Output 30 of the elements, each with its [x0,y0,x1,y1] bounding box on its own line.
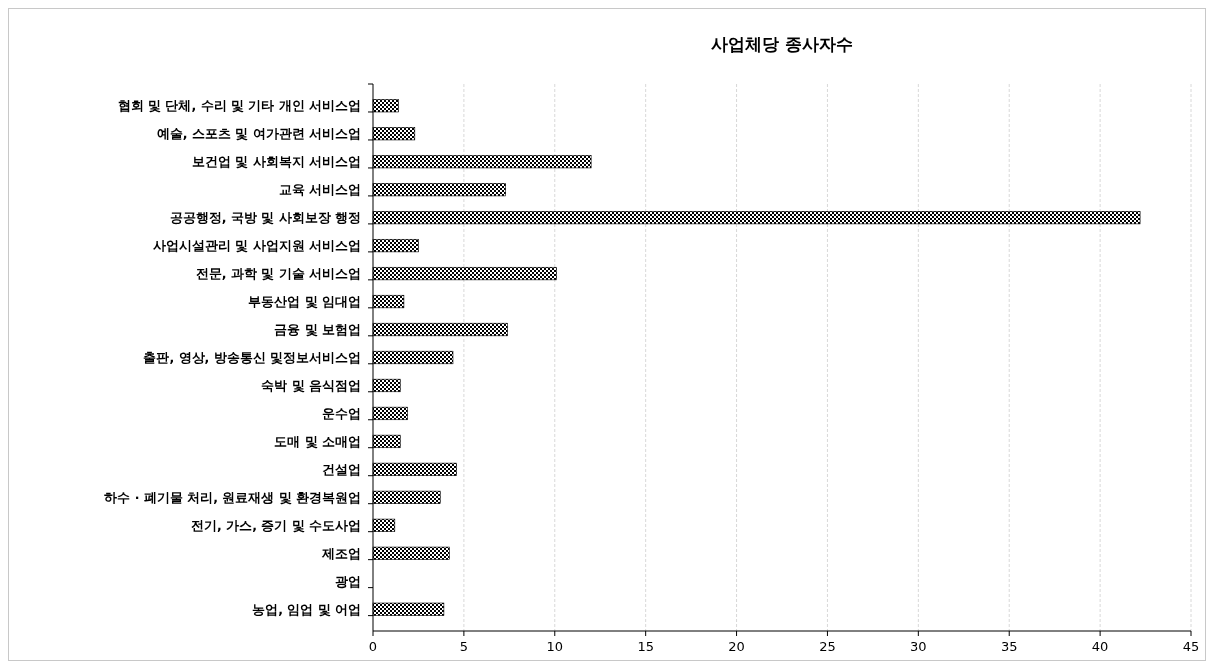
y-tick-label: 운수업 [322,405,361,421]
x-tick-label: 0 [368,639,378,654]
y-tick-label: 교육 서비스업 [278,182,361,197]
y-tick-label: 사업시설관리 및 사업지원 서비스업 [152,237,361,253]
y-tick-label: 보건업 및 사회복지 서비스업 [191,154,361,170]
x-tick-label: 20 [728,639,745,654]
y-tick-label: 광업 [335,573,361,589]
y-tick-label: 농업, 임업 및 어업 [252,601,361,617]
x-tick-label: 35 [1000,639,1018,654]
x-tick-label: 10 [546,639,564,654]
x-tick-label: 15 [637,639,654,654]
y-tick-label: 출판, 영상, 방송통신 및정보서비스업 [143,349,361,365]
y-tick-label: 전문, 과학 및 기술 서비스업 [195,265,361,281]
x-tick-label: 5 [459,639,469,654]
y-tick-label: 부동산업 및 임대업 [248,293,361,309]
y-tick-label: 전기, 가스, 증기 및 수도사업 [191,517,361,533]
x-tick-label: 25 [819,639,836,654]
chart-title: 사업체당 종사자수 [711,34,853,54]
y-tick-label: 금융 및 보험업 [274,321,361,337]
y-tick-label: 예술, 스포츠 및 여가관련 서비스업 [156,126,361,142]
x-tick-label: 40 [1091,639,1109,654]
y-tick-label: 제조업 [321,545,361,561]
x-tick-label: 30 [910,639,927,654]
x-tick-label: 45 [1182,639,1200,654]
y-tick-label: 협회 및 단체, 수리 및 기타 개인 서비스업 [117,98,361,114]
y-tick-label: 숙박 및 음식점업 [261,377,361,393]
y-tick-label: 도매 및 소매업 [274,433,361,449]
y-tick-label: 하수 · 폐기물 처리, 원료재생 및 환경복원업 [104,489,361,505]
y-tick-label: 공공행정, 국방 및 사회보장 행정 [169,209,361,225]
y-tick-label: 건설업 [322,461,361,477]
